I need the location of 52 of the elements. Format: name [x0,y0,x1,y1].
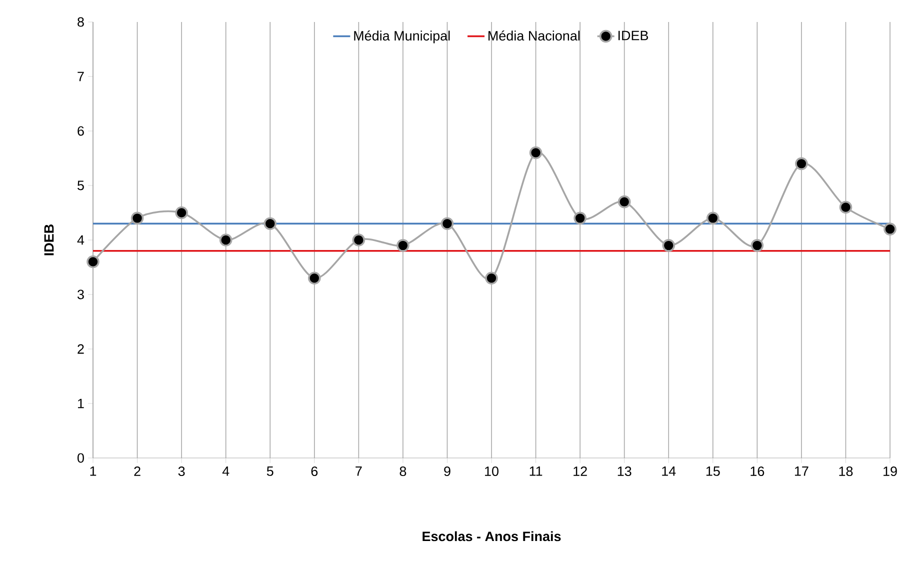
x-tick-label: 17 [794,466,808,476]
x-tick-label: 7 [356,466,362,476]
point [264,217,277,230]
y-axis-title: IDEB [44,224,54,256]
y-tick-label: 3 [77,290,84,300]
y-tick-label: 8 [78,17,84,27]
y-tick-label: 4 [77,235,84,245]
point [219,234,232,246]
x-tick-label: 10 [485,466,498,476]
x-tick-label: 5 [266,466,274,476]
point [618,195,631,208]
point [884,222,896,236]
y-tick-label: 7 [78,72,84,82]
legend-label: IDEB [618,30,648,40]
x-tick-label: 4 [222,466,230,476]
x-tick-label: 3 [178,466,185,476]
point [839,200,852,214]
x-tick-label: 8 [400,466,406,476]
y-tick-label: 1 [78,398,84,408]
x-tick-label: 12 [574,466,587,476]
y-tick-label: 6 [78,126,84,136]
point [706,212,720,225]
point [308,272,321,285]
x-tick-label: 6 [311,466,318,476]
x-axis-title: Escolas - Anos Finais [422,531,561,542]
point [662,239,676,252]
x-tick-label: 19 [884,466,897,476]
x-tick-label: 1 [90,466,96,476]
x-tick-label: 11 [530,466,542,476]
x-tick-label: 15 [706,466,720,476]
point [574,212,586,225]
point [795,157,808,170]
x-tick-label: 2 [134,466,140,476]
x-tick-label: 13 [618,466,632,476]
legend-label: Média Nacional [488,30,580,41]
point [485,272,498,285]
point [86,255,100,268]
x-tick-label: 9 [444,466,450,476]
point [130,212,144,225]
point [396,239,410,252]
point [440,217,454,230]
point [750,239,764,252]
point [529,146,542,160]
x-tick-label: 18 [839,466,853,476]
x-tick-label: 16 [750,466,764,476]
y-tick-label: 2 [78,344,84,354]
y-tick-label: 0 [78,453,84,463]
point [175,206,188,220]
y-tick-label: 5 [78,180,84,190]
x-tick-label: 14 [662,466,676,476]
point [352,234,366,246]
legend-label: Média Municipal [354,30,450,44]
